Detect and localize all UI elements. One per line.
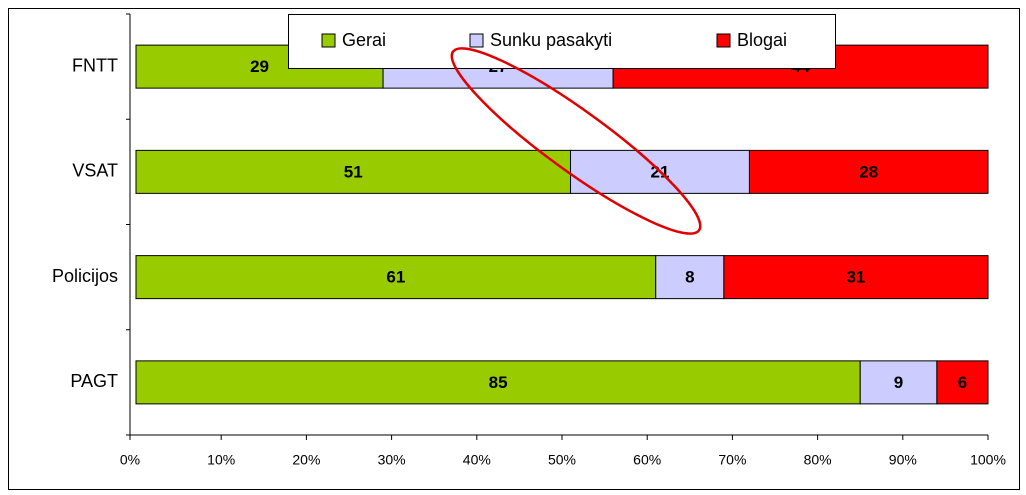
legend-label: Gerai: [342, 30, 386, 50]
legend: Gerai Sunku pasakyti Blogai: [321, 30, 787, 50]
legend-box: [288, 14, 836, 69]
value-label: 61: [386, 268, 405, 287]
value-label: 28: [859, 162, 878, 181]
x-tick-label: 40%: [463, 452, 491, 468]
value-label: 51: [344, 162, 363, 181]
value-label: 31: [846, 268, 865, 287]
x-tick-label: 0%: [120, 452, 140, 468]
category-label: VSAT: [72, 161, 118, 181]
bar-segment: [723, 255, 989, 300]
bar-segment: [936, 360, 989, 405]
legend-swatch: [716, 33, 731, 48]
value-label: 29: [250, 57, 269, 76]
bar-segment: [748, 149, 989, 194]
x-tick-label: 80%: [804, 452, 832, 468]
legend-label: Blogai: [737, 30, 787, 50]
legend-swatch: [321, 33, 336, 48]
value-label: 9: [894, 373, 903, 392]
value-label: 6: [958, 373, 967, 392]
x-tick-label: 20%: [292, 452, 320, 468]
bar-segment: [655, 255, 725, 300]
x-tick-label: 60%: [633, 452, 661, 468]
x-tick-label: 10%: [207, 452, 235, 468]
category-label: PAGT: [70, 371, 118, 391]
chart-frame: [8, 8, 1020, 490]
category-label: FNTT: [72, 55, 118, 75]
bar-segment: [135, 255, 657, 300]
legend-swatch: [469, 33, 484, 48]
bar-segment: [135, 360, 861, 405]
x-tick-label: 90%: [889, 452, 917, 468]
value-label: 85: [489, 373, 508, 392]
x-tick-label: 30%: [378, 452, 406, 468]
x-tick-label: 50%: [548, 452, 576, 468]
legend-label: Sunku pasakyti: [490, 30, 612, 50]
highlight-ellipse: [450, 47, 702, 235]
x-tick-label: 100%: [970, 452, 1006, 468]
x-tick-label: 70%: [718, 452, 746, 468]
value-label: 8: [685, 268, 694, 287]
bar-segment: [135, 149, 572, 194]
category-label: Policijos: [52, 266, 118, 286]
